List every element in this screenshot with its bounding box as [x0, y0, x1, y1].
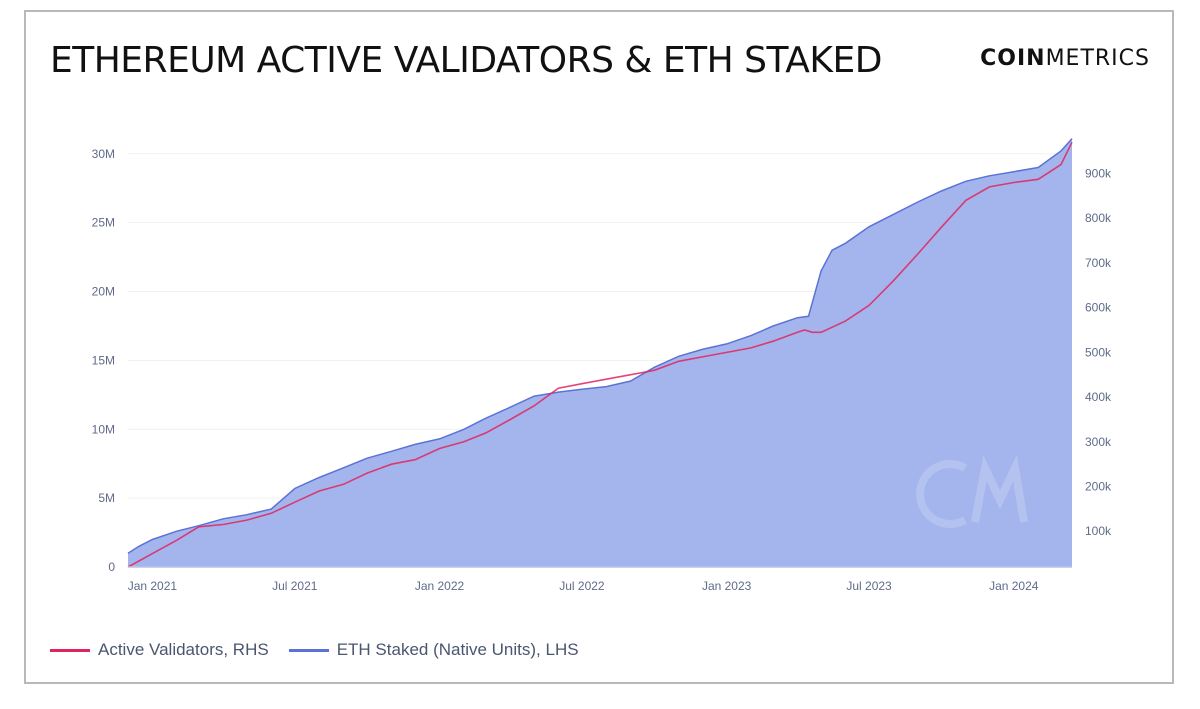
y-right-tick-label: 100k [1085, 524, 1112, 538]
y-left-tick-label: 10M [92, 422, 115, 436]
cm-watermark [916, 454, 1028, 528]
x-tick-label: Jan 2024 [989, 579, 1039, 593]
brand-light: METRICS [1045, 46, 1150, 71]
chart-title: ETHEREUM ACTIVE VALIDATORS & ETH STAKED [50, 40, 882, 81]
y-left-tick-label: 5M [98, 491, 115, 505]
active-validators-line [127, 141, 1073, 568]
x-tick-label: Jul 2021 [272, 579, 318, 593]
eth-staked-area [128, 138, 1072, 567]
x-tick-label: Jan 2021 [128, 579, 178, 593]
y-left-tick-label: 30M [92, 147, 115, 161]
coinmetrics-logo: COINMETRICS [980, 46, 1150, 71]
legend-item-staked: ETH Staked (Native Units), LHS [288, 640, 579, 660]
y-right-tick-label: 200k [1085, 480, 1112, 494]
y-right-tick-label: 500k [1085, 345, 1112, 359]
y-left-tick-label: 20M [92, 285, 115, 299]
y-right-tick-label: 300k [1085, 435, 1112, 449]
x-tick-label: Jul 2023 [846, 579, 892, 593]
legend-label-staked: ETH Staked (Native Units), LHS [336, 640, 579, 659]
legend: Active Validators, RHS ETH Staked (Nativ… [50, 640, 579, 660]
brand-bold: COIN [980, 46, 1046, 71]
legend-item-validators: Active Validators, RHS [50, 640, 269, 660]
x-tick-label: Jul 2022 [559, 579, 605, 593]
y-right-tick-label: 900k [1085, 167, 1112, 181]
y-right-tick-label: 800k [1085, 211, 1112, 225]
y-right-tick-label: 600k [1085, 301, 1112, 315]
y-left-tick-label: 0 [108, 560, 115, 574]
x-tick-label: Jan 2023 [702, 579, 752, 593]
eth-staked-line [127, 138, 1073, 554]
y-left-tick-label: 25M [92, 216, 115, 230]
y-right-tick-label: 700k [1085, 256, 1112, 270]
x-tick-label: Jan 2022 [415, 579, 465, 593]
series-layer [127, 138, 1073, 568]
y-left-tick-label: 15M [92, 353, 115, 367]
legend-swatch-staked [288, 648, 329, 652]
legend-label-validators: Active Validators, RHS [98, 640, 269, 659]
y-right-tick-label: 400k [1085, 390, 1112, 404]
axis-ticks: 0 5M 10M 15M 20M 25M 30M 100k 200k 300k 400k 500k 60… [92, 147, 1112, 593]
legend-swatch-validators [50, 648, 90, 652]
